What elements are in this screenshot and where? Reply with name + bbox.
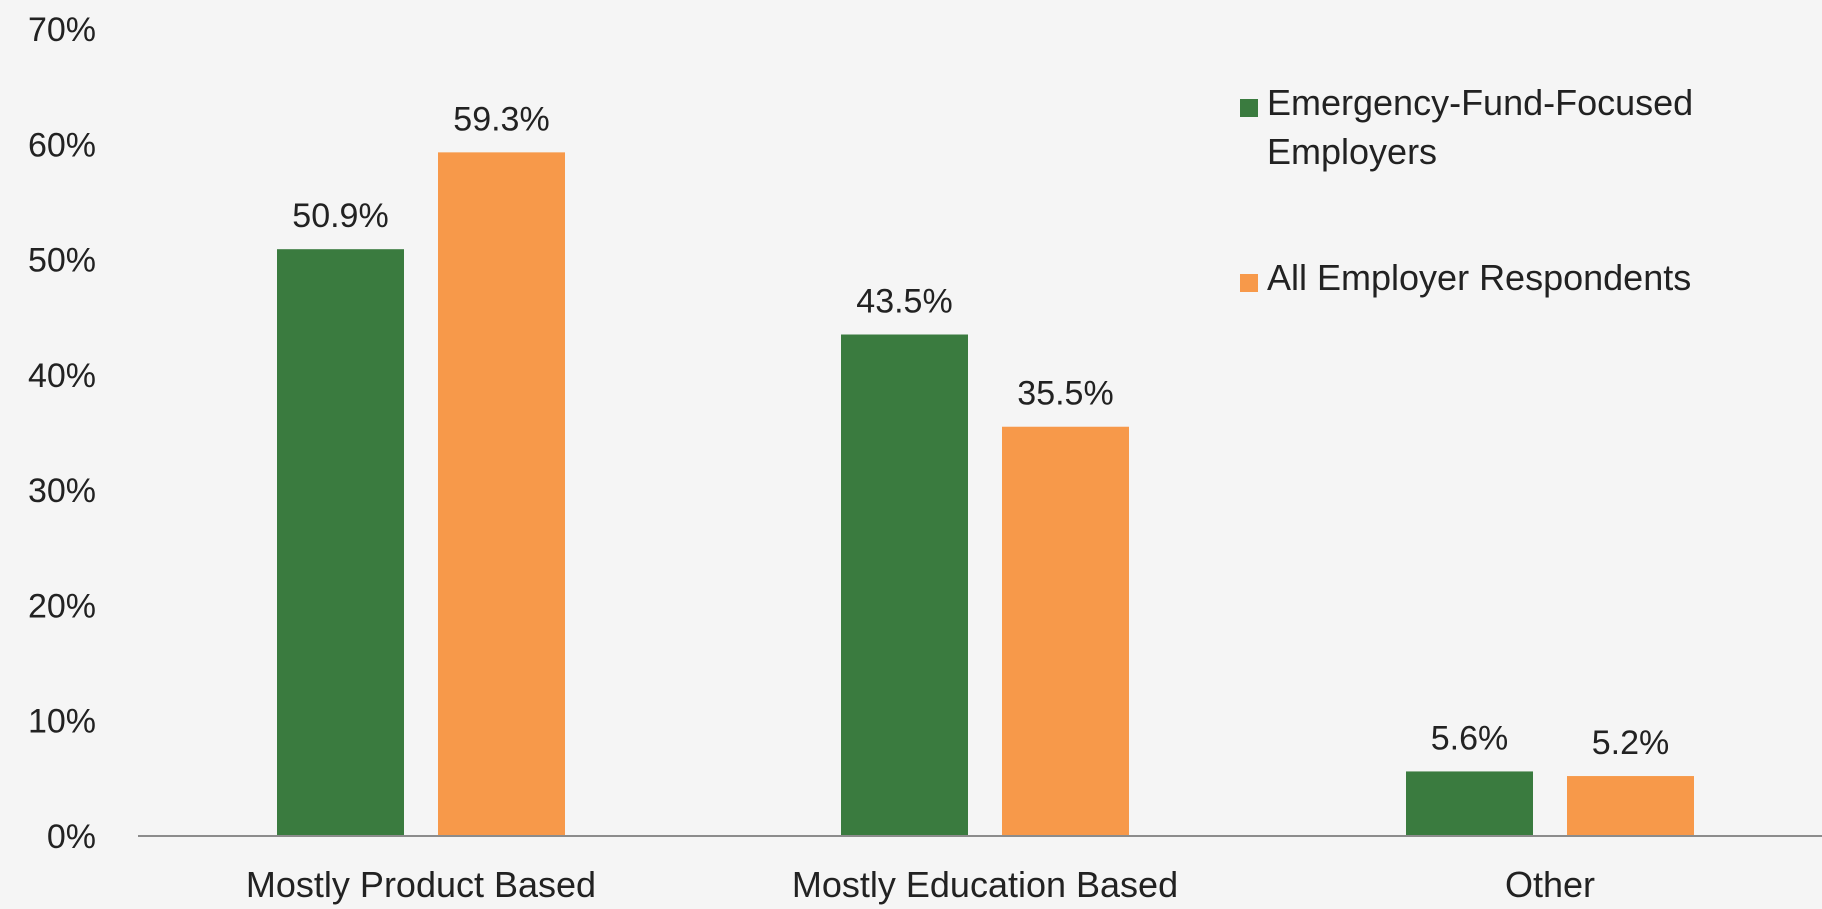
data-label: 59.3% — [453, 100, 549, 138]
x-category-label: Other — [1505, 864, 1595, 905]
data-label: 35.5% — [1017, 375, 1113, 413]
legend-label: Employers — [1267, 131, 1437, 172]
bar — [438, 152, 565, 836]
bar — [1002, 426, 1129, 836]
x-category-label: Mostly Education Based — [792, 864, 1178, 905]
y-axis-ticks: 0% 10% 20% 30% 40% 50% 60% 70% — [28, 11, 96, 856]
x-axis: Mostly Product Based Mostly Education Bas… — [138, 835, 1822, 905]
bars — [277, 152, 1694, 837]
y-tick-label: 60% — [28, 126, 96, 164]
y-tick-label: 50% — [28, 242, 96, 280]
data-labels: 50.9% 59.3% 43.5% 35.5% 5.6% 5.2% — [292, 100, 1669, 762]
data-label: 50.9% — [292, 197, 388, 235]
data-label: 5.6% — [1431, 719, 1509, 757]
x-category-label: Mostly Product Based — [246, 864, 596, 905]
bar — [1406, 771, 1533, 836]
y-tick-label: 20% — [28, 587, 96, 625]
legend-label: All Employer Respondents — [1267, 257, 1691, 298]
bar — [277, 249, 404, 837]
y-tick-label: 40% — [28, 357, 96, 395]
legend-swatch — [1240, 99, 1258, 117]
y-tick-label: 10% — [28, 703, 96, 741]
legend: Emergency-Fund-Focused Employers All Emplo… — [1240, 82, 1693, 298]
bar — [1567, 776, 1694, 836]
bar — [841, 334, 968, 836]
y-tick-label: 30% — [28, 472, 96, 510]
legend-label: Emergency-Fund-Focused — [1267, 82, 1693, 123]
data-label: 5.2% — [1592, 724, 1670, 762]
data-label: 43.5% — [856, 283, 952, 321]
y-tick-label: 0% — [47, 818, 96, 856]
y-tick-label: 70% — [28, 11, 96, 49]
legend-swatch — [1240, 274, 1258, 292]
